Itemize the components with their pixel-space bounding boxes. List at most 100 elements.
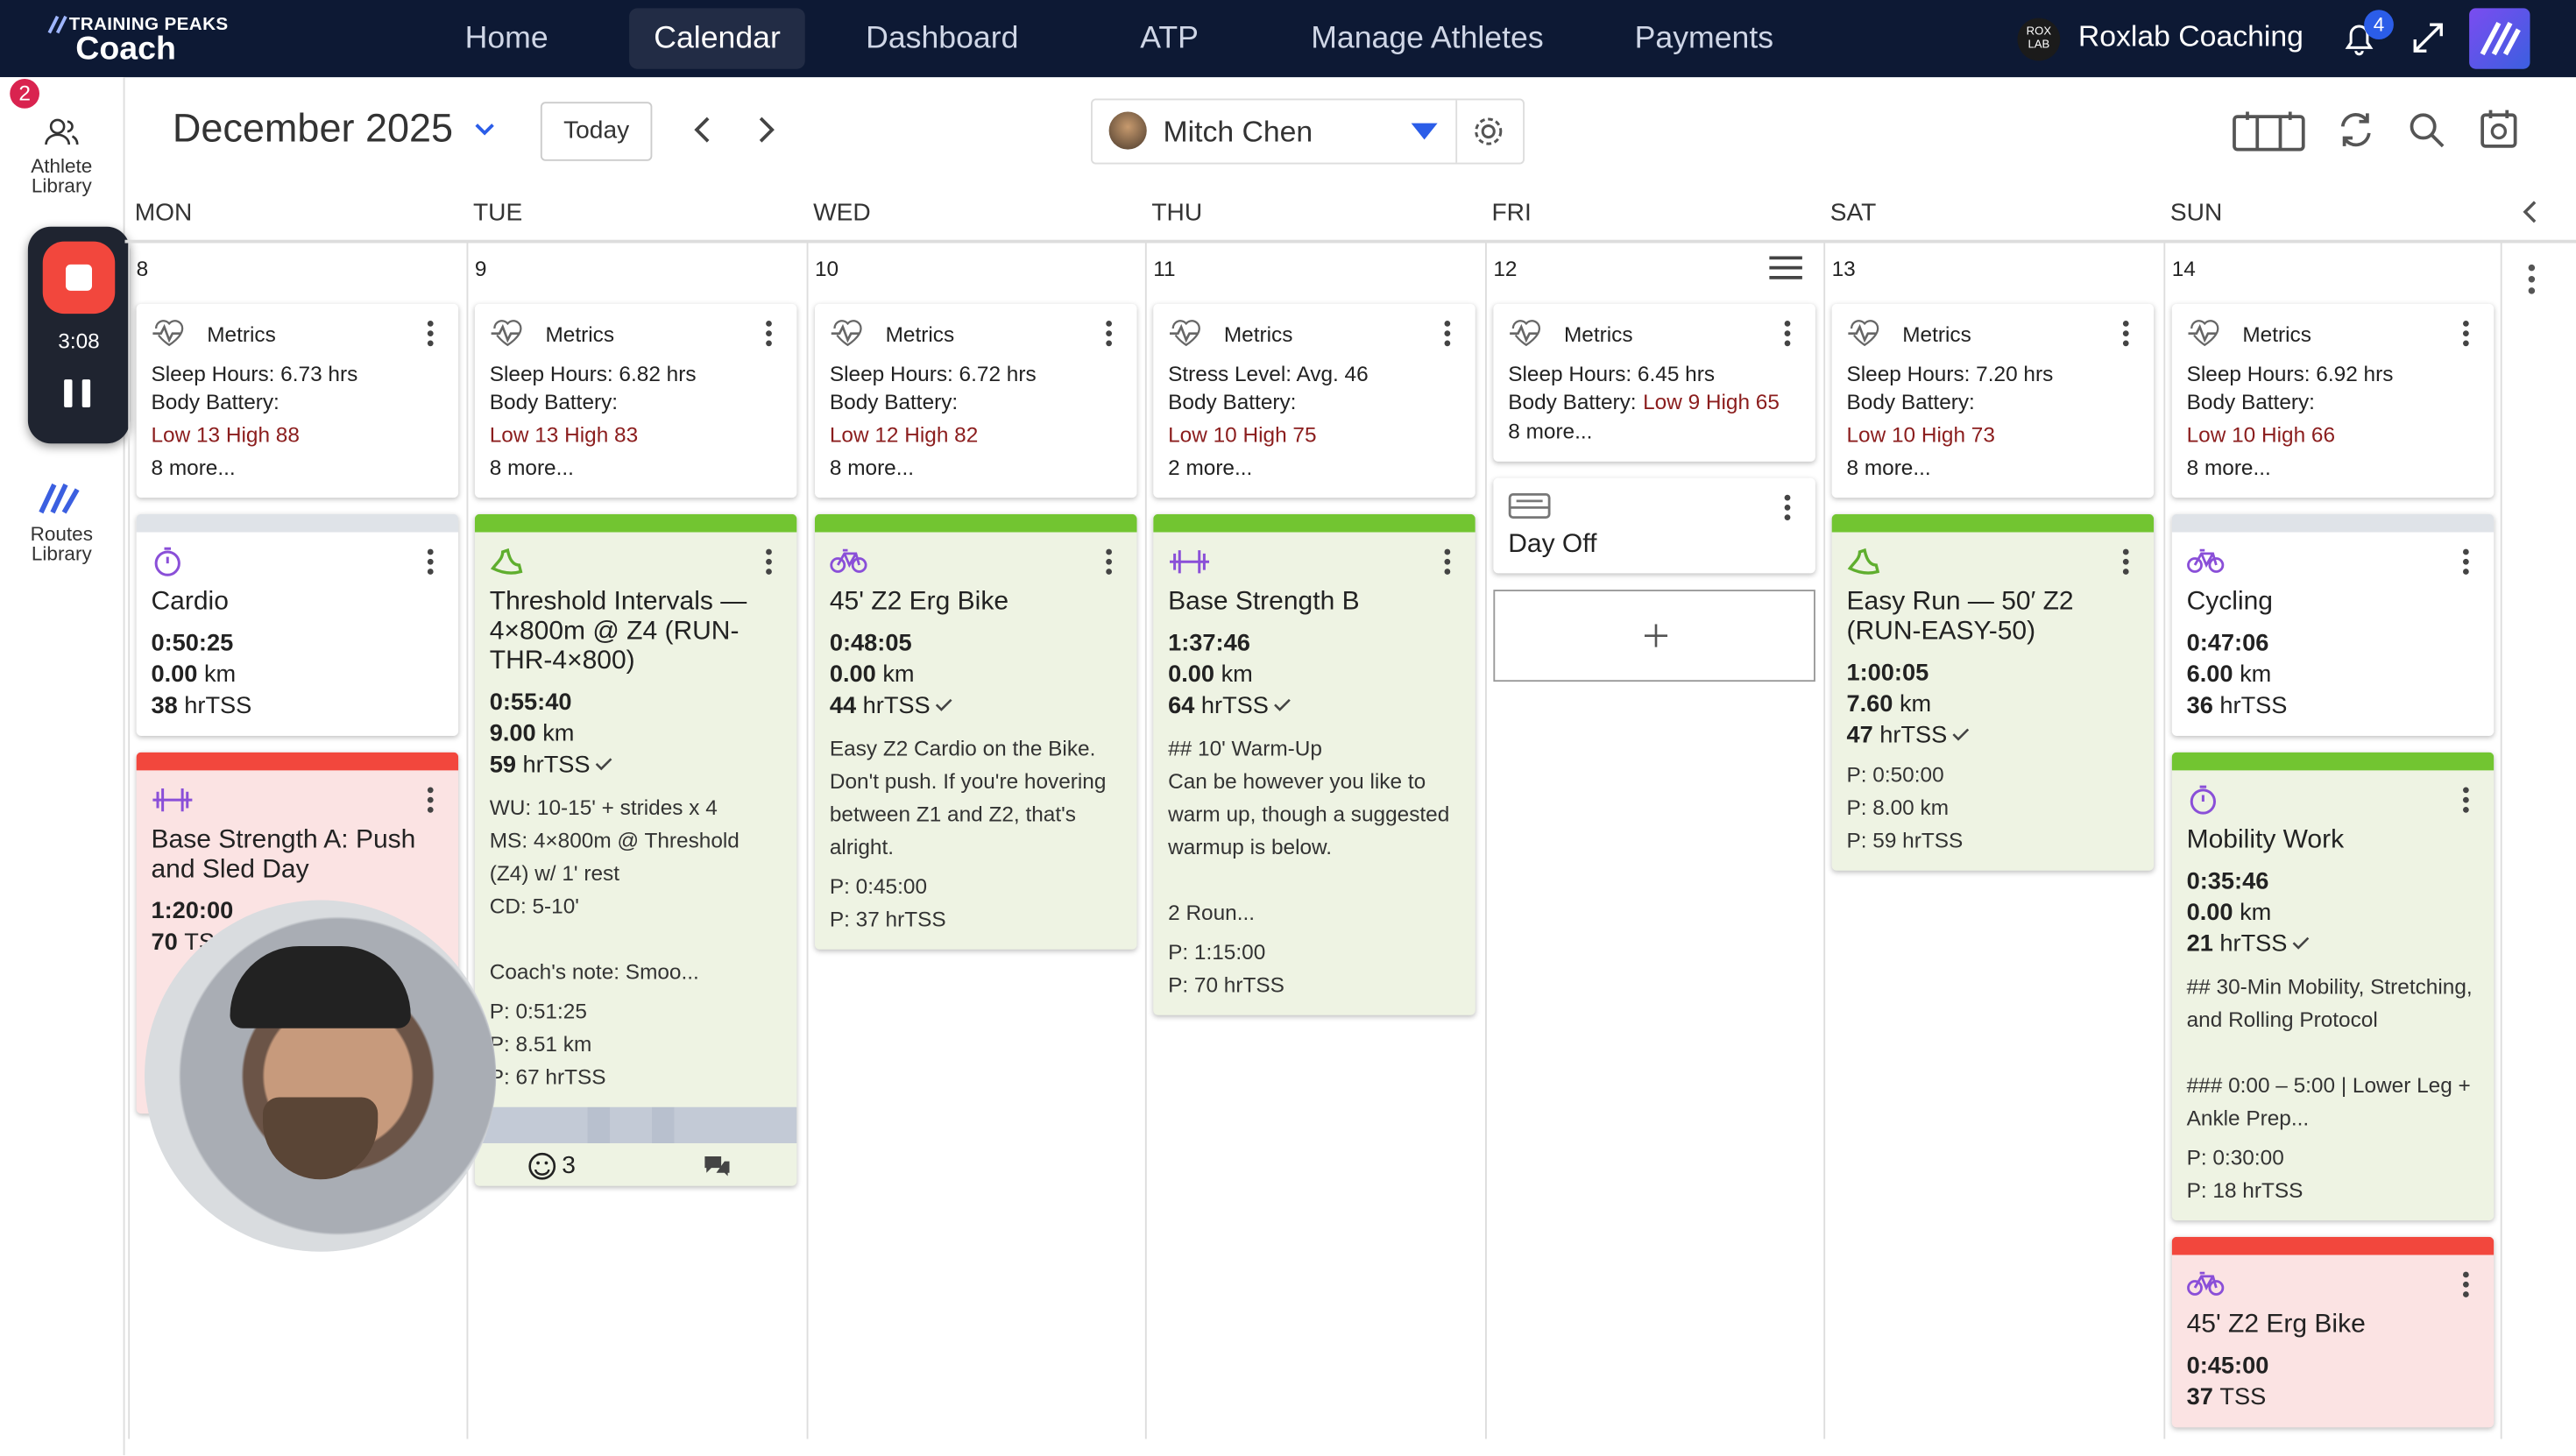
routes-library-icon[interactable] bbox=[36, 480, 85, 519]
icon-part bbox=[2122, 569, 2129, 575]
metric-line: Body Battery: bbox=[829, 389, 959, 414]
icon-part bbox=[1106, 569, 1112, 575]
card-menu[interactable] bbox=[2461, 1271, 2471, 1297]
athlete-name[interactable]: Mitch Chen bbox=[1163, 115, 1313, 148]
icon-part bbox=[2190, 788, 2216, 815]
more-link[interactable]: 8 more... bbox=[151, 455, 236, 480]
card-menu[interactable] bbox=[2461, 548, 2471, 575]
today-button[interactable]: Today bbox=[540, 102, 653, 161]
athlete-library[interactable]: Athlete Library bbox=[31, 154, 93, 197]
icon-part bbox=[2463, 558, 2469, 565]
card-menu[interactable] bbox=[1442, 321, 1452, 347]
metrics-icon bbox=[491, 320, 522, 347]
pause-bar[interactable] bbox=[81, 379, 91, 407]
card-menu[interactable] bbox=[2121, 548, 2131, 575]
day-menu[interactable] bbox=[1768, 255, 1804, 281]
workout-card[interactable]: Mobility Work 0:35:46 0.00 km 21 hrTSS ## 30-M… bbox=[2171, 752, 2495, 1221]
icon-part bbox=[1952, 728, 1970, 741]
more-link[interactable]: 8 more... bbox=[489, 455, 574, 480]
athlete-selector[interactable]: Mitch Chen bbox=[1091, 98, 1525, 165]
nav-item[interactable]: ATP bbox=[1140, 21, 1199, 56]
more-link[interactable]: 8 more... bbox=[1846, 455, 1931, 480]
metrics-card[interactable]: Metrics Sleep Hours: 7.20 hrs Body Battery… bbox=[1831, 303, 2155, 498]
refresh-icon[interactable] bbox=[2336, 110, 2375, 150]
toolbar: December 2025 Today Mitch Chen bbox=[125, 77, 2576, 184]
search-icon[interactable] bbox=[2407, 110, 2446, 150]
card-menu[interactable] bbox=[2461, 787, 2471, 813]
next-button[interactable] bbox=[754, 115, 777, 145]
metrics-icon bbox=[2188, 320, 2219, 347]
icon-part bbox=[1511, 320, 1540, 347]
more-link[interactable]: 2 more... bbox=[1168, 455, 1253, 480]
rail-menu[interactable] bbox=[2527, 263, 2537, 296]
calendar-settings-icon[interactable] bbox=[2479, 109, 2518, 152]
icon-part bbox=[2463, 1271, 2469, 1278]
org-name[interactable]: Roxlab Coaching bbox=[2077, 19, 2304, 53]
icon-part bbox=[766, 340, 772, 347]
workout-card[interactable]: Cycling 0:47:06 6.00 km 36 hrTSS bbox=[2171, 513, 2495, 736]
card-menu[interactable] bbox=[764, 321, 774, 347]
athlete-library-icon[interactable] bbox=[43, 117, 79, 146]
week-view-icon[interactable] bbox=[2231, 110, 2306, 153]
more-link[interactable]: 8 more... bbox=[2186, 455, 2271, 480]
prev-button[interactable] bbox=[691, 115, 714, 145]
dayoff-card[interactable]: Day Off bbox=[1493, 477, 1815, 574]
month-chevron[interactable] bbox=[473, 122, 496, 138]
card-menu[interactable] bbox=[1442, 548, 1452, 575]
workout-card[interactable]: 45' Z2 Erg Bike 0:45:00 37 TSS bbox=[2171, 1236, 2495, 1428]
icon-part bbox=[2410, 113, 2437, 140]
nav-item[interactable]: Dashboard bbox=[866, 21, 1019, 56]
card-menu[interactable] bbox=[426, 787, 435, 813]
card-menu[interactable] bbox=[426, 321, 435, 347]
nav-item[interactable]: Payments bbox=[1634, 21, 1774, 56]
add-button[interactable] bbox=[1493, 590, 1815, 682]
athlete-dropdown[interactable] bbox=[1410, 122, 1440, 142]
settings-icon[interactable] bbox=[1472, 115, 1505, 148]
nav-item[interactable]: Manage Athletes bbox=[1311, 21, 1544, 56]
user-avatar[interactable] bbox=[2469, 8, 2530, 69]
nav-item[interactable]: Calendar bbox=[629, 8, 805, 69]
metrics-card[interactable]: Metrics Sleep Hours: 6.82 hrs Body Battery… bbox=[474, 303, 797, 498]
comment-icon[interactable] bbox=[702, 1153, 732, 1177]
workout-card[interactable]: Base Strength B 1:37:46 0.00 km 64 hrTSS ## 10… bbox=[1153, 513, 1476, 1015]
more-link[interactable]: 8 more... bbox=[829, 455, 915, 480]
card-menu[interactable] bbox=[764, 548, 774, 575]
card-menu[interactable] bbox=[1104, 548, 1114, 575]
stat-value: 1:00:05 bbox=[1846, 660, 1929, 687]
metrics-card[interactable]: Metrics Sleep Hours: 6.45 hrs Body Battery… bbox=[1493, 303, 1815, 462]
card-menu[interactable] bbox=[426, 548, 435, 575]
pause-bar[interactable] bbox=[64, 379, 73, 407]
workout-card[interactable]: Threshold Intervals — 4×800m @ Z4 (RUN-T… bbox=[474, 513, 797, 1186]
day-column: 14 Metrics Sleep Hours: 6.92 hrs Body Batte… bbox=[2163, 243, 2502, 1439]
workout-card[interactable]: Cardio 0:50:25 0.00 km 38 hrTSS bbox=[136, 513, 459, 736]
routes-library[interactable]: Routes Library bbox=[30, 522, 93, 565]
metrics-card[interactable]: Metrics Sleep Hours: 6.72 hrs Body Battery… bbox=[815, 303, 1137, 498]
icon-part bbox=[1481, 124, 1496, 139]
icon-part bbox=[45, 120, 79, 145]
card-menu[interactable] bbox=[2121, 321, 2131, 347]
metrics-card[interactable]: Metrics Stress Level: Avg. 46 Body Battery… bbox=[1153, 303, 1476, 498]
stop-button[interactable] bbox=[42, 241, 116, 315]
description-line: Can be however you like to warm up, thou… bbox=[1168, 768, 1450, 859]
card-menu[interactable] bbox=[1782, 494, 1792, 520]
collapse-button[interactable] bbox=[2520, 199, 2540, 225]
workout-card[interactable]: 45' Z2 Erg Bike 0:48:05 0.00 km 44 hrTSS Easy … bbox=[815, 513, 1137, 950]
metrics-card[interactable]: Metrics Sleep Hours: 6.92 hrs Body Battery… bbox=[2171, 303, 2495, 498]
metrics-icon bbox=[831, 320, 862, 347]
workout-card[interactable]: Easy Run — 50′ Z2 (RUN-EASY-50) 1:00:05 7.… bbox=[1831, 513, 2155, 871]
icon-part bbox=[2463, 548, 2469, 555]
card-menu[interactable] bbox=[1104, 321, 1114, 347]
nav-item[interactable]: Home bbox=[464, 21, 548, 56]
month-label[interactable]: December 2025 bbox=[172, 106, 454, 152]
more-link[interactable]: 8 more... bbox=[1508, 419, 1593, 444]
expand-icon[interactable] bbox=[2412, 21, 2445, 54]
sport-icon bbox=[490, 548, 523, 575]
stat: 0.00 km bbox=[152, 661, 444, 692]
stat: 44 hrTSS bbox=[830, 691, 1122, 723]
metrics-card[interactable]: Metrics Sleep Hours: 6.73 hrs Body Battery… bbox=[136, 303, 459, 498]
stat: 6.00 km bbox=[2187, 661, 2480, 692]
divider bbox=[1455, 100, 1458, 163]
card-menu[interactable] bbox=[1782, 321, 1792, 347]
card-menu[interactable] bbox=[2461, 321, 2471, 347]
emoji-icon[interactable] bbox=[527, 1151, 557, 1181]
